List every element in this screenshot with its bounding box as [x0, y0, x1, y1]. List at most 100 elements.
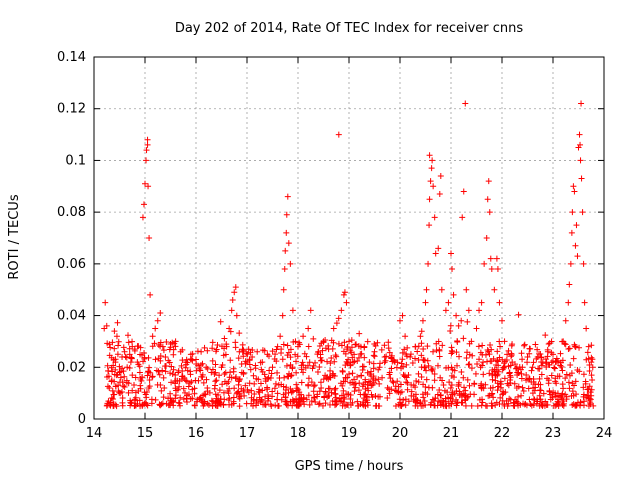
data-point: [450, 291, 457, 298]
data-point: [587, 389, 594, 396]
data-point: [468, 338, 475, 345]
data-point: [144, 141, 151, 148]
data-point: [325, 393, 332, 400]
data-point: [349, 370, 356, 377]
data-point: [491, 368, 498, 375]
data-point: [187, 368, 194, 375]
data-point: [243, 350, 250, 357]
data-point: [107, 344, 114, 351]
data-point: [537, 387, 544, 394]
data-point: [514, 369, 521, 376]
data-point: [358, 372, 365, 379]
data-point: [435, 245, 442, 252]
data-point: [141, 400, 148, 407]
data-point: [170, 397, 177, 404]
data-point: [384, 384, 391, 391]
data-point: [415, 379, 422, 386]
data-point: [125, 332, 132, 339]
data-point: [355, 387, 362, 394]
data-point: [226, 385, 233, 392]
data-point: [316, 400, 323, 407]
data-point: [574, 367, 581, 374]
data-point: [473, 325, 480, 332]
data-point: [244, 359, 250, 366]
data-point: [262, 393, 269, 400]
data-point: [240, 353, 247, 360]
data-point: [116, 363, 123, 370]
data-point: [580, 393, 587, 400]
data-point: [527, 400, 534, 407]
data-point: [344, 343, 351, 350]
data-point: [146, 364, 153, 371]
data-point: [142, 180, 148, 187]
data-point: [464, 318, 471, 325]
data-point: [529, 364, 536, 371]
data-point: [536, 392, 543, 399]
data-point: [442, 307, 449, 314]
data-point: [346, 338, 352, 345]
data-point: [551, 365, 558, 372]
data-point: [569, 209, 576, 216]
data-point: [129, 387, 136, 394]
data-point: [305, 382, 312, 389]
data-point: [110, 396, 117, 403]
data-point: [534, 353, 541, 360]
data-point: [567, 260, 574, 267]
data-point: [368, 391, 375, 398]
data-point: [261, 347, 268, 354]
data-point: [480, 359, 487, 366]
data-point: [460, 335, 467, 342]
data-point: [255, 388, 262, 395]
data-point: [546, 340, 553, 347]
data-point: [308, 398, 315, 405]
data-point: [378, 346, 385, 353]
data-point: [509, 359, 516, 366]
data-point: [384, 395, 391, 402]
data-point: [518, 375, 525, 382]
data-point: [455, 381, 462, 388]
data-point: [333, 320, 340, 327]
data-point: [327, 374, 334, 381]
data-point: [530, 359, 537, 366]
data-point: [589, 356, 596, 363]
data-point: [222, 369, 229, 376]
data-point: [519, 356, 526, 363]
data-point: [566, 281, 573, 288]
data-point: [182, 377, 189, 384]
data-point: [265, 395, 272, 402]
data-point: [412, 391, 419, 398]
data-point: [179, 368, 186, 375]
data-point: [266, 367, 273, 374]
data-point: [143, 157, 150, 164]
data-point: [175, 399, 182, 406]
data-point: [355, 402, 362, 409]
data-point: [177, 394, 184, 401]
data-point: [149, 333, 156, 340]
data-point: [135, 388, 142, 395]
data-point: [199, 371, 206, 378]
data-point: [578, 175, 585, 182]
data-point: [160, 347, 167, 354]
data-point: [468, 365, 475, 372]
data-point: [240, 347, 247, 354]
data-point: [486, 209, 493, 216]
data-point: [445, 299, 452, 306]
data-point: [340, 348, 347, 355]
data-point: [354, 373, 361, 380]
data-point: [233, 312, 240, 319]
data-point: [527, 345, 534, 352]
data-point: [293, 381, 300, 388]
data-point: [173, 387, 180, 394]
data-point: [539, 359, 546, 366]
data-point: [147, 291, 154, 298]
data-point: [284, 352, 291, 359]
data-point: [447, 328, 454, 335]
data-point: [398, 388, 405, 395]
data-point: [585, 386, 592, 393]
data-point: [338, 342, 345, 349]
data-point: [120, 383, 127, 390]
data-point: [220, 402, 227, 409]
data-point: [284, 342, 291, 349]
data-point: [259, 359, 266, 366]
data-point: [206, 389, 213, 396]
